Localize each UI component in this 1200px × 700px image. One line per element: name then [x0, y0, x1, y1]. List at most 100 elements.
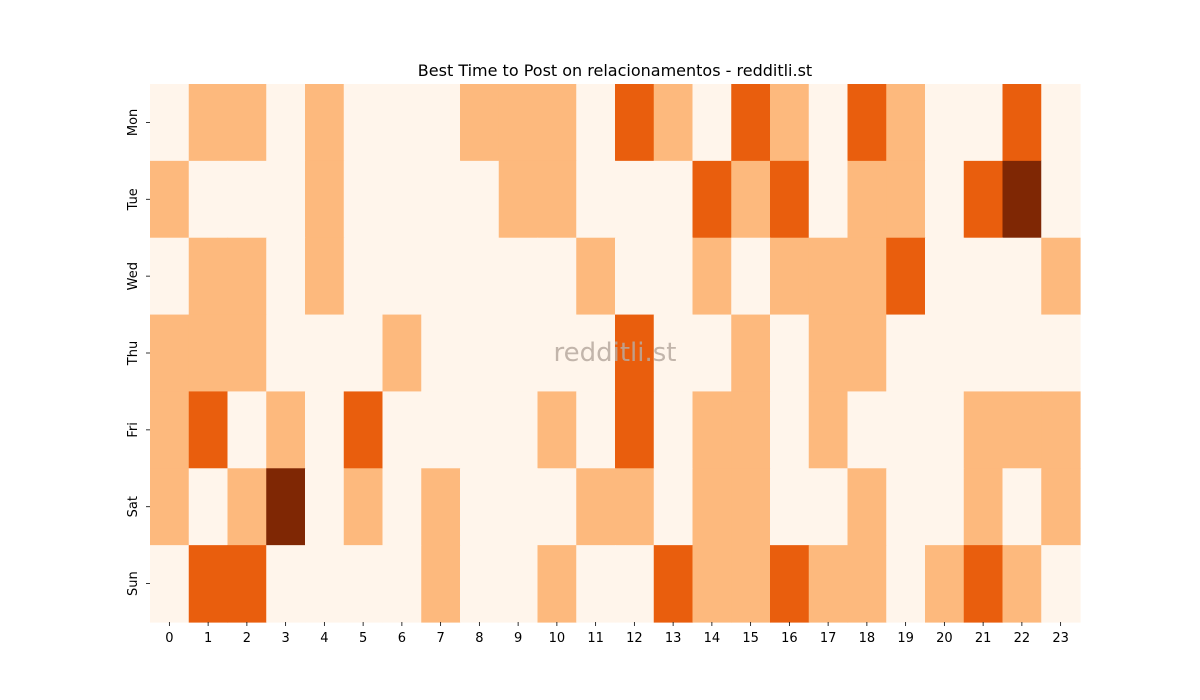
heatmap-cell-wed-9 — [498, 237, 539, 316]
heatmap-cell-tue-9 — [498, 160, 539, 239]
heatmap-cell-fri-11 — [576, 391, 616, 469]
heatmap-cell-sat-3 — [266, 468, 306, 546]
heatmap-cell-sun-4 — [305, 545, 345, 623]
heatmap-cell-mon-7 — [421, 84, 461, 162]
heatmap-cell-sun-21 — [963, 545, 1004, 623]
heatmap-cell-thu-23 — [1041, 314, 1081, 393]
heatmap-cell-fri-14 — [692, 391, 732, 469]
heatmap-cell-wed-12 — [615, 237, 655, 316]
heatmap-cell-sat-9 — [498, 468, 539, 546]
heatmap-cell-sun-5 — [343, 545, 384, 623]
heatmap-cell-tue-1 — [188, 160, 229, 239]
heatmap-cell-wed-15 — [731, 237, 771, 316]
x-tick-label: 12 — [626, 631, 643, 646]
heatmap-cell-fri-4 — [305, 391, 345, 469]
heatmap-cell-thu-10 — [537, 314, 577, 393]
heatmap-cell-mon-6 — [382, 84, 422, 162]
heatmap-cell-sun-18 — [847, 545, 887, 623]
heatmap-cell-sun-16 — [770, 545, 810, 623]
heatmap-cell-tue-13 — [653, 160, 694, 239]
heatmap-cell-sat-16 — [770, 468, 810, 546]
x-tick-label: 13 — [665, 631, 682, 646]
heatmap-cell-thu-5 — [343, 314, 384, 393]
heatmap-cell-thu-8 — [460, 314, 500, 393]
heatmap-cell-sun-9 — [498, 545, 539, 623]
heatmap-cell-wed-22 — [1002, 237, 1042, 316]
heatmap-cell-mon-2 — [227, 84, 267, 162]
heatmap-cell-thu-7 — [421, 314, 461, 393]
heatmap-cell-tue-7 — [421, 160, 461, 239]
heatmap-cell-wed-11 — [576, 237, 616, 316]
heatmap-cell-thu-14 — [692, 314, 732, 393]
heatmap-cell-tue-2 — [227, 160, 267, 239]
heatmap-cell-thu-21 — [963, 314, 1004, 393]
heatmap-cell-tue-14 — [692, 160, 732, 239]
heatmap-cell-sat-6 — [382, 468, 422, 546]
x-tick-label: 7 — [436, 631, 444, 646]
x-tick-label: 3 — [281, 631, 289, 646]
x-tick-label: 18 — [859, 631, 876, 646]
heatmap-cell-thu-16 — [770, 314, 810, 393]
x-tick-label: 17 — [820, 631, 837, 646]
heatmap-cell-sun-20 — [925, 545, 965, 623]
heatmap-cell-fri-23 — [1041, 391, 1081, 469]
x-tick-label: 6 — [398, 631, 406, 646]
heatmap-cell-fri-2 — [227, 391, 267, 469]
heatmap-cell-fri-12 — [615, 391, 655, 469]
heatmap-cell-thu-3 — [266, 314, 306, 393]
heatmap-cell-tue-22 — [1002, 160, 1042, 239]
heatmap-cell-sat-5 — [343, 468, 384, 546]
heatmap-cell-fri-15 — [731, 391, 771, 469]
x-tick-label: 11 — [587, 631, 604, 646]
heatmap-cell-thu-15 — [731, 314, 771, 393]
heatmap-cell-fri-13 — [653, 391, 694, 469]
heatmap-cell-tue-3 — [266, 160, 306, 239]
heatmap-cell-sun-13 — [653, 545, 694, 623]
heatmap-cell-wed-14 — [692, 237, 732, 316]
heatmap-cell-mon-20 — [925, 84, 965, 162]
heatmap-cell-tue-23 — [1041, 160, 1081, 239]
heatmap-cell-sat-22 — [1002, 468, 1042, 546]
heatmap-cell-tue-8 — [460, 160, 500, 239]
heatmap-cell-fri-22 — [1002, 391, 1042, 469]
heatmap-cell-sun-14 — [692, 545, 732, 623]
heatmap-cell-fri-6 — [382, 391, 422, 469]
heatmap-cell-tue-12 — [615, 160, 655, 239]
heatmap-cell-mon-19 — [886, 84, 926, 162]
x-tick-label: 8 — [475, 631, 483, 646]
heatmap-cell-mon-3 — [266, 84, 306, 162]
heatmap-cell-sun-17 — [808, 545, 849, 623]
heatmap-cell-wed-21 — [963, 237, 1004, 316]
heatmap-cell-tue-20 — [925, 160, 965, 239]
heatmap-cell-mon-11 — [576, 84, 616, 162]
heatmap-cell-sun-2 — [227, 545, 267, 623]
heatmap-cell-thu-9 — [498, 314, 539, 393]
heatmap-cell-mon-4 — [305, 84, 345, 162]
heatmap-cell-thu-22 — [1002, 314, 1042, 393]
heatmap-cell-fri-3 — [266, 391, 306, 469]
x-tick-label: 14 — [704, 631, 721, 646]
heatmap-cell-sun-6 — [382, 545, 422, 623]
heatmap-cell-sun-15 — [731, 545, 771, 623]
heatmap-cell-fri-21 — [963, 391, 1004, 469]
heatmap-cell-thu-0 — [150, 314, 190, 393]
heatmap-cell-wed-5 — [343, 237, 384, 316]
heatmap-cell-sat-18 — [847, 468, 887, 546]
heatmap-cell-fri-0 — [150, 391, 190, 469]
heatmap-cell-mon-9 — [498, 84, 539, 162]
heatmap-cell-sun-8 — [460, 545, 500, 623]
heatmap-cell-fri-10 — [537, 391, 577, 469]
heatmap-cell-wed-10 — [537, 237, 577, 316]
heatmap-cell-mon-14 — [692, 84, 732, 162]
y-tick-label: Sat — [126, 496, 141, 517]
heatmap-cell-thu-6 — [382, 314, 422, 393]
watermark: redditli.st — [554, 338, 677, 368]
heatmap-cell-sat-2 — [227, 468, 267, 546]
heatmap-cell-tue-15 — [731, 160, 771, 239]
chart-title: Best Time to Post on relacionamentos - r… — [418, 61, 812, 80]
heatmap-cell-sat-17 — [808, 468, 849, 546]
heatmap-cell-tue-6 — [382, 160, 422, 239]
heatmap-cell-sat-21 — [963, 468, 1004, 546]
heatmap-cell-thu-13 — [653, 314, 694, 393]
x-tick-label: 0 — [165, 631, 173, 646]
